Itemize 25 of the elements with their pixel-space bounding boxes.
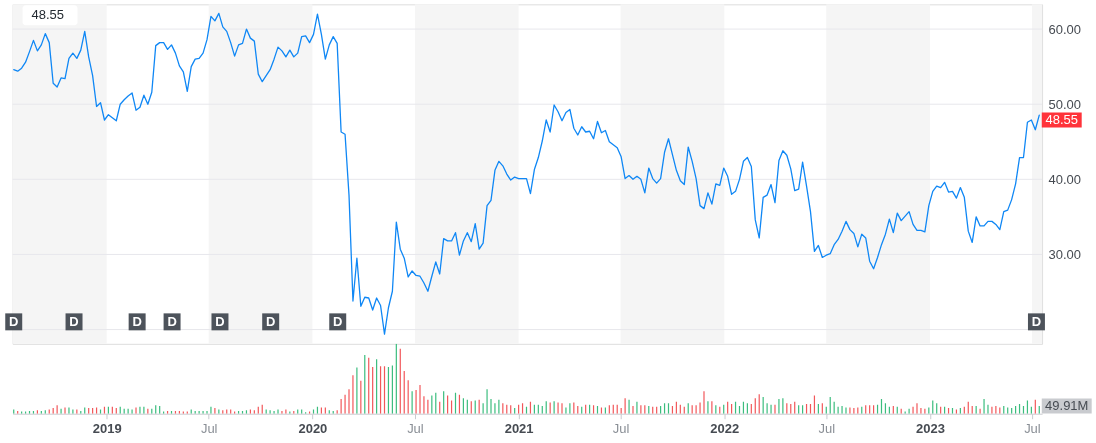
annotation: 48.55: [31, 7, 65, 23]
annotation: D: [9, 314, 19, 330]
y-tick-label: 60.00: [1048, 21, 1082, 37]
annotation: D: [69, 314, 79, 330]
annotation: D: [215, 314, 225, 330]
x-tick-label: Jul: [200, 421, 218, 437]
annotation: 49.91M: [1045, 398, 1089, 414]
x-tick-label: 2022: [710, 421, 740, 437]
y-tick-label: 40.00: [1048, 171, 1082, 187]
x-tick-label: 2020: [298, 421, 328, 437]
annotation: D: [132, 314, 142, 330]
annotation: D: [167, 314, 177, 330]
x-tick-label: 2021: [504, 421, 534, 437]
x-tick-label: Jul: [818, 421, 836, 437]
data-label: 48.55: [1045, 112, 1078, 128]
annotation: D: [333, 314, 343, 330]
y-tick-label: 30.00: [1048, 246, 1082, 262]
x-tick-label: 2019: [92, 421, 122, 437]
annotation: D: [1031, 314, 1042, 330]
x-tick-label: 2023: [916, 421, 945, 437]
x-tick-label: Jul: [612, 421, 630, 437]
y-tick-label: 50.00: [1048, 96, 1082, 112]
x-tick-label: Jul: [1024, 421, 1041, 437]
x-tick-label: Jul: [407, 421, 424, 437]
annotation: D: [265, 314, 276, 330]
